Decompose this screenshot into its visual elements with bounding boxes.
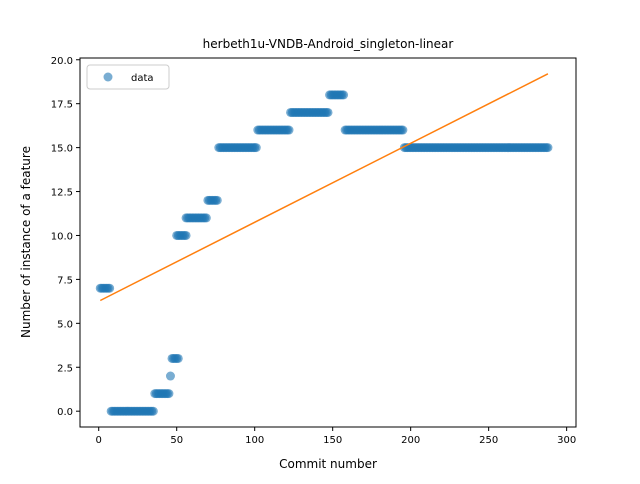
fit-line	[99, 73, 549, 302]
x-axis: 0 50 100 150 200 250 300	[96, 427, 576, 446]
y-tick-label: 2.5	[57, 363, 73, 374]
data-point	[181, 230, 191, 240]
data-point	[148, 406, 158, 416]
legend-marker	[103, 72, 113, 82]
data-point	[164, 389, 174, 399]
data-point	[105, 283, 115, 293]
y-tick-label: 12.5	[51, 188, 73, 199]
data-point	[398, 125, 408, 135]
y-tick-label: 20.0	[51, 56, 73, 67]
data-point	[339, 90, 349, 100]
y-tick-label: 17.5	[51, 100, 73, 111]
fit-line-layer	[99, 73, 549, 302]
legend-box	[86, 64, 170, 90]
y-tick-label: 7.5	[57, 275, 73, 286]
y-tick-label: 15.0	[51, 144, 73, 155]
data-point	[284, 125, 294, 135]
x-tick-label: 300	[557, 435, 576, 446]
data-point	[251, 143, 261, 153]
data-point	[323, 107, 333, 117]
y-tick-label: 10.0	[51, 231, 73, 242]
x-tick-label: 250	[479, 435, 498, 446]
plot-frame	[79, 57, 577, 428]
chart-title: herbeth1u-VNDB-Android_singleton-linear	[203, 37, 454, 51]
y-tick-label: 5.0	[57, 319, 73, 330]
data-point	[201, 213, 211, 223]
x-tick-label: 200	[401, 435, 420, 446]
legend-label: data	[131, 73, 154, 84]
legend: data	[86, 64, 170, 90]
data-point	[543, 143, 553, 153]
data-point	[173, 353, 183, 363]
y-axis-label: Number of instance of a feature	[19, 146, 33, 338]
x-tick-label: 150	[323, 435, 342, 446]
data-point	[165, 371, 175, 381]
y-tick-label: 0.0	[57, 407, 73, 418]
data-points	[95, 90, 553, 416]
x-tick-label: 50	[170, 435, 183, 446]
x-axis-label: Commit number	[279, 457, 377, 471]
data-point	[212, 195, 222, 205]
x-tick-label: 0	[96, 435, 102, 446]
y-axis: 0.0 2.5 5.0 7.5 10.0 12.5 15.0 17.5 20.0	[51, 56, 80, 418]
x-tick-label: 100	[245, 435, 264, 446]
